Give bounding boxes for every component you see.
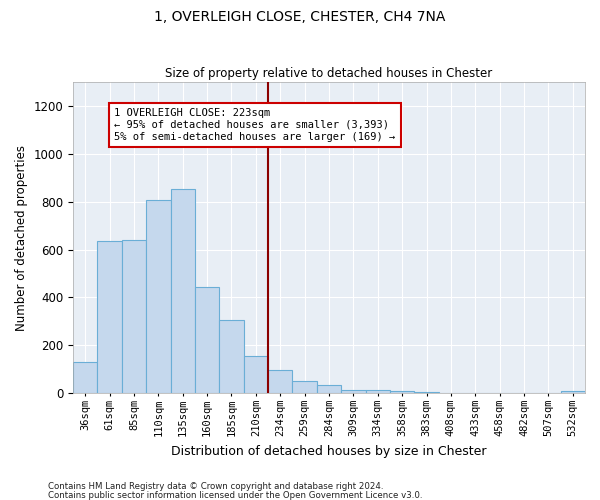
Text: Contains HM Land Registry data © Crown copyright and database right 2024.: Contains HM Land Registry data © Crown c… (48, 482, 383, 491)
Bar (415, 392, 439, 393)
Bar (170, 188, 195, 393)
Bar (73, 362, 97, 393)
Bar (220, 320, 244, 393)
Y-axis label: Number of detached properties: Number of detached properties (15, 144, 28, 330)
Text: 1, OVERLEIGH CLOSE, CHESTER, CH4 7NA: 1, OVERLEIGH CLOSE, CHESTER, CH4 7NA (154, 10, 446, 24)
Bar (365, 390, 390, 393)
Bar (122, 240, 146, 393)
X-axis label: Distribution of detached houses by size in Chester: Distribution of detached houses by size … (171, 444, 487, 458)
Title: Size of property relative to detached houses in Chester: Size of property relative to detached ho… (166, 66, 493, 80)
Bar (390, 390, 415, 393)
Bar (268, 370, 292, 393)
Bar (195, 286, 220, 393)
Bar (560, 390, 585, 393)
Bar (292, 381, 317, 393)
Bar (317, 384, 341, 393)
Text: 1 OVERLEIGH CLOSE: 223sqm
← 95% of detached houses are smaller (3,393)
5% of sem: 1 OVERLEIGH CLOSE: 223sqm ← 95% of detac… (115, 108, 396, 142)
Bar (341, 390, 365, 393)
Bar (146, 200, 170, 393)
Text: Contains public sector information licensed under the Open Government Licence v3: Contains public sector information licen… (48, 491, 422, 500)
Bar (97, 241, 122, 393)
Bar (244, 356, 268, 393)
